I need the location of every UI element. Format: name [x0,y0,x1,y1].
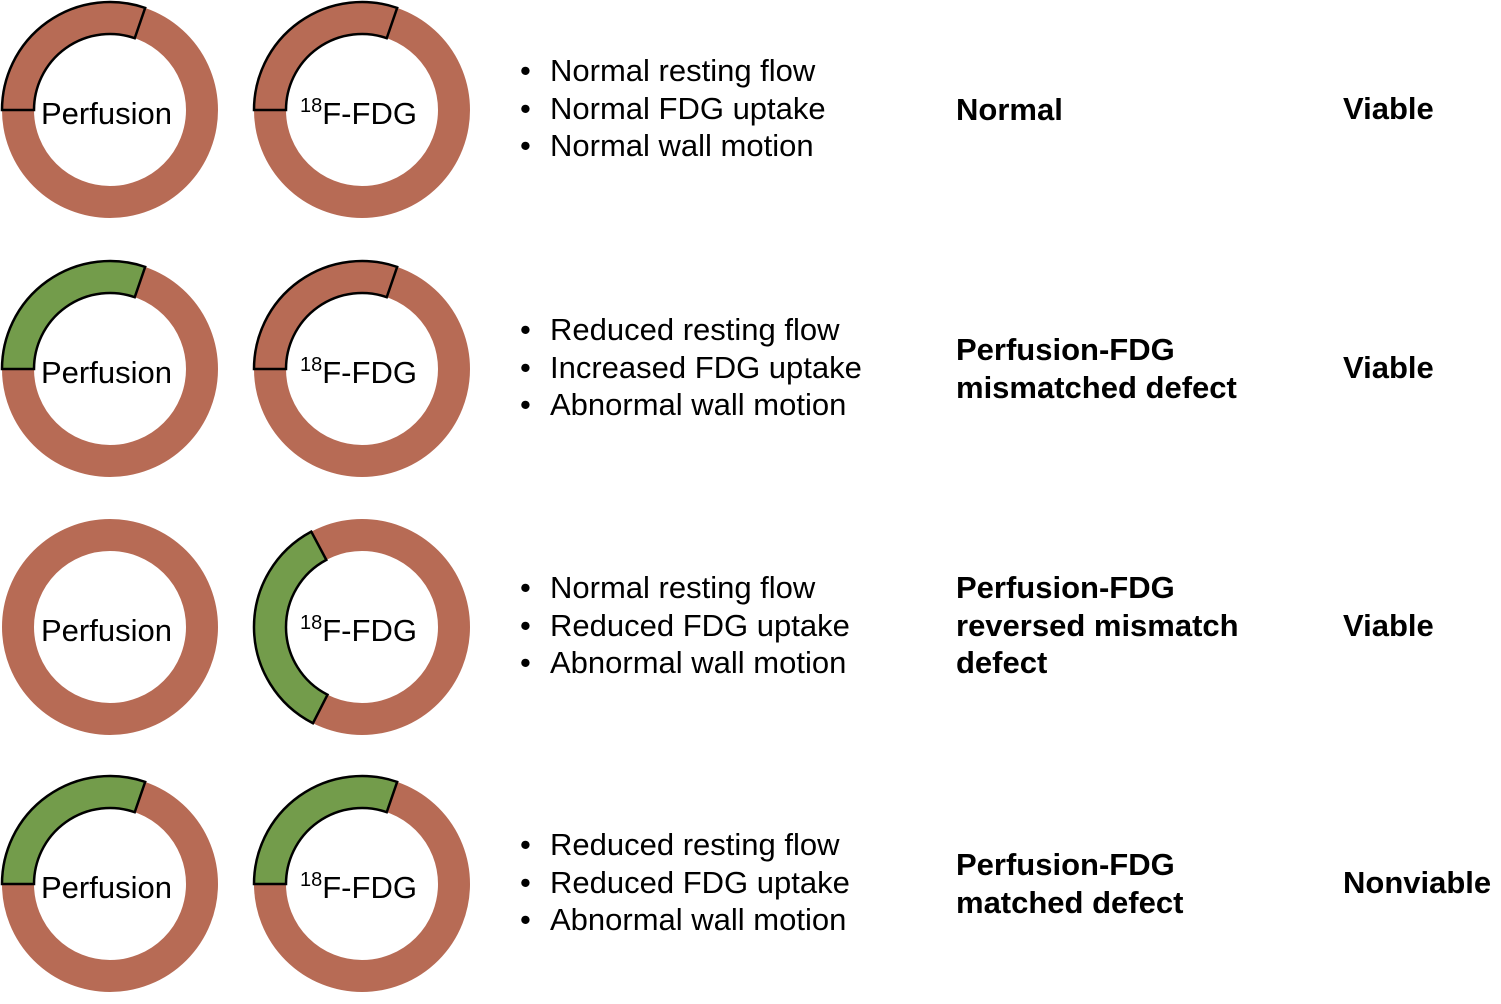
perfusion-ring: Perfusion [0,0,230,230]
findings-list: Reduced resting flow Increased FDG uptak… [520,311,862,424]
fdg-ring: 18F-FDG [252,517,482,747]
pattern-label: Perfusion-FDG reversed mismatch defect [956,570,1239,680]
perfusion-label: Perfusion [41,355,172,390]
finding-item: Normal resting flow [520,52,826,90]
pattern-label: Perfusion-FDG matched defect [956,847,1184,920]
row-matched: Perfusion 18F-FDG Reduced resting flow R… [0,774,1501,1004]
defect-segment [0,774,147,886]
row-mismatched: Perfusion 18F-FDG Reduced resting flow I… [0,259,1501,489]
fdg-label: 18F-FDG [300,95,417,131]
findings-list: Normal resting flow Normal FDG uptake No… [520,52,826,165]
segment-outline [252,259,399,371]
finding-item: Normal FDG uptake [520,90,826,128]
ring-graphic [252,259,470,477]
ring-graphic [0,774,218,992]
fdg-label: 18F-FDG [300,612,417,648]
ring-graphic [252,0,470,218]
viability-label: Viable [1343,91,1434,126]
ring-graphic [0,0,218,218]
viability-label: Viable [1343,350,1434,385]
fdg-ring: 18F-FDG [252,0,482,230]
perfusion-label: Perfusion [41,613,172,648]
finding-item: Normal resting flow [520,569,850,607]
fdg-ring: 18F-FDG [252,259,482,489]
ring-graphic [252,774,470,992]
fdg-label: 18F-FDG [300,869,417,905]
ring-graphic [0,259,218,477]
normal-myocardium-ring [2,519,218,735]
finding-item: Reduced resting flow [520,311,862,349]
row-normal: Perfusion 18F-FDG Normal resting flow No… [0,0,1501,230]
finding-item: Abnormal wall motion [520,386,862,424]
defect-segment [252,774,399,886]
finding-item: Reduced resting flow [520,826,850,864]
perfusion-ring: Perfusion [0,259,230,489]
findings-list: Reduced resting flow Reduced FDG uptake … [520,826,850,939]
perfusion-label: Perfusion [41,870,172,905]
segment-outline [0,0,147,112]
finding-item: Reduced FDG uptake [520,864,850,902]
ring-graphic [252,519,470,735]
pattern-label: Perfusion-FDG mismatched defect [956,332,1237,405]
perfusion-label: Perfusion [41,96,172,131]
ring-graphic [2,519,218,735]
segment-outline [252,0,399,112]
defect-segment [0,259,147,371]
finding-item: Abnormal wall motion [520,644,850,682]
finding-item: Abnormal wall motion [520,901,850,939]
findings-list: Normal resting flow Reduced FDG uptake A… [520,569,850,682]
finding-item: Normal wall motion [520,127,826,165]
pattern-label: Normal [956,92,1063,127]
fdg-label: 18F-FDG [300,354,417,390]
finding-item: Increased FDG uptake [520,349,862,387]
row-reversed-mismatch: Perfusion 18F-FDG Normal resting flow Re… [0,517,1501,747]
fdg-ring: 18F-FDG [252,774,482,1004]
finding-item: Reduced FDG uptake [520,607,850,645]
defect-segment [252,529,330,725]
perfusion-ring: Perfusion [0,774,230,1004]
perfusion-ring: Perfusion [0,517,230,747]
viability-label: Nonviable [1343,865,1492,900]
viability-label: Viable [1343,608,1434,643]
